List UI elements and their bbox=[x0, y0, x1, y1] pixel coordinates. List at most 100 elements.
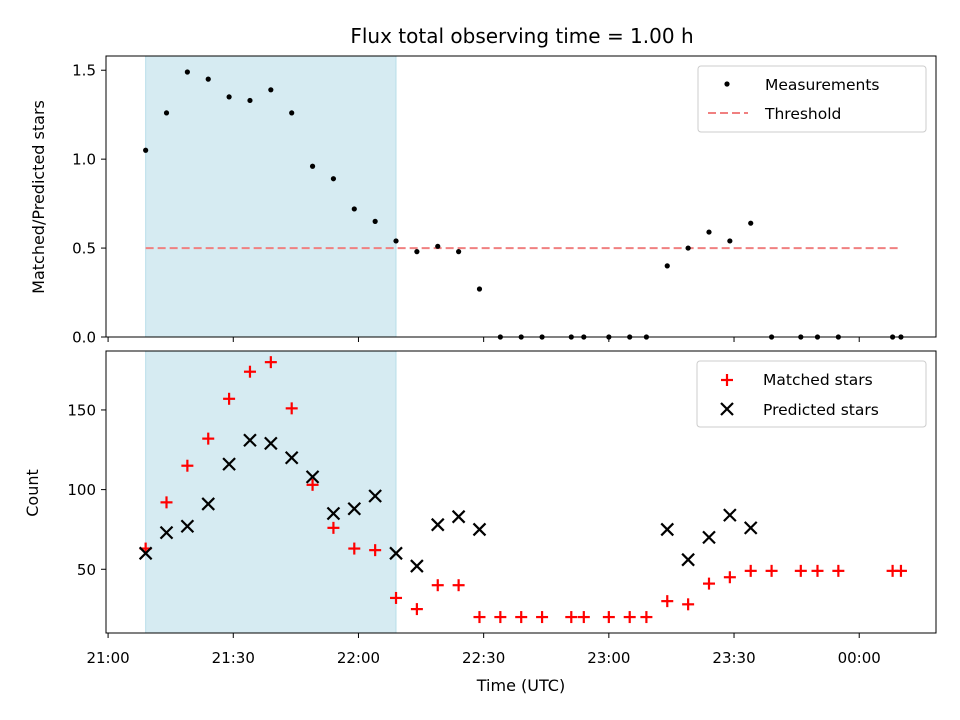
matched-star-point bbox=[702, 577, 715, 590]
measurement-point bbox=[456, 249, 462, 255]
bottom-xtick-label: 23:30 bbox=[712, 649, 755, 667]
matched-star-point bbox=[181, 459, 194, 472]
matched-star-point bbox=[264, 356, 277, 369]
bottom-ytick-label: 100 bbox=[67, 481, 96, 499]
measurement-point bbox=[414, 249, 420, 255]
legend-predicted-label: Predicted stars bbox=[763, 401, 879, 419]
predicted-star-point bbox=[159, 525, 174, 540]
predicted-star-point bbox=[472, 522, 487, 537]
matched-star-point bbox=[306, 478, 319, 491]
top-axes: 0.0 0.5 1.0 1.5 Matched/Predicted stars Mea… bbox=[29, 55, 937, 347]
matched-star-point bbox=[661, 595, 674, 608]
top-axes-frame bbox=[105, 55, 937, 338]
predicted-star-point bbox=[305, 470, 320, 484]
matched-star-point bbox=[723, 571, 736, 584]
measurement-point bbox=[664, 263, 670, 269]
predicted-star-point bbox=[180, 519, 195, 534]
measurement-point bbox=[351, 206, 357, 212]
matched-star-point bbox=[223, 392, 236, 405]
measurement-point bbox=[435, 243, 441, 249]
matched-star-point bbox=[744, 564, 757, 577]
top-ytick-label: 1.0 bbox=[72, 151, 96, 169]
predicted-star-point bbox=[284, 450, 299, 465]
bottom-xtick-label: 00:00 bbox=[838, 649, 881, 667]
matched-star-point bbox=[202, 432, 215, 445]
top-highlight-span bbox=[145, 55, 397, 338]
matched-star-point bbox=[431, 579, 444, 592]
measurement-point bbox=[393, 238, 399, 244]
matched-star-point bbox=[832, 564, 845, 577]
legend-matched-label: Matched stars bbox=[763, 371, 873, 389]
bottom-xtick-label: 21:30 bbox=[212, 649, 255, 667]
matched-star-point bbox=[369, 544, 382, 557]
matched-star-point bbox=[602, 611, 615, 624]
measurement-point bbox=[685, 245, 691, 251]
measurement-point bbox=[226, 94, 232, 100]
top-legend: Measurements Threshold bbox=[697, 65, 927, 133]
top-ytick-label: 1.5 bbox=[72, 62, 96, 80]
predicted-star-point bbox=[243, 433, 257, 447]
matched-star-point bbox=[536, 611, 549, 624]
measurement-point bbox=[372, 218, 378, 224]
top-chart-title: Flux total observing time = 1.00 h bbox=[350, 24, 693, 48]
predicted-star-point bbox=[201, 497, 216, 511]
top-legend-frame bbox=[697, 65, 927, 133]
legend-matched-marker bbox=[721, 374, 733, 386]
matched-star-point bbox=[285, 402, 298, 415]
measurement-point bbox=[163, 110, 170, 116]
predicted-star-point bbox=[451, 509, 466, 524]
legend-predicted-marker bbox=[720, 402, 734, 416]
measurement-point bbox=[184, 69, 190, 75]
matched-star-point bbox=[243, 365, 256, 378]
matched-star-point bbox=[494, 611, 507, 624]
bottom-xtick-label: 22:30 bbox=[462, 649, 505, 667]
matched-star-point bbox=[515, 611, 528, 624]
matched-star-point bbox=[623, 611, 636, 624]
measurement-point bbox=[205, 76, 211, 82]
matched-star-point bbox=[327, 521, 340, 534]
predicted-star-point bbox=[681, 552, 695, 567]
predicted-star-point bbox=[743, 521, 758, 535]
bottom-legend: Matched stars Predicted stars bbox=[696, 360, 927, 428]
top-ytick-label: 0.5 bbox=[72, 240, 96, 258]
legend-threshold-label: Threshold bbox=[764, 105, 841, 123]
measurement-point bbox=[476, 286, 483, 292]
matched-star-point bbox=[811, 564, 824, 577]
measurement-point bbox=[268, 87, 274, 93]
bottom-ytick-label: 150 bbox=[67, 401, 96, 419]
predicted-star-point bbox=[326, 506, 341, 521]
bottom-ylabel: Count bbox=[23, 469, 42, 517]
bottom-xtick-label: 23:00 bbox=[587, 649, 630, 667]
measurement-point bbox=[309, 163, 316, 169]
measurement-point bbox=[143, 147, 149, 153]
matched-star-point bbox=[577, 611, 590, 624]
predicted-star-point bbox=[264, 436, 278, 451]
predicted-star-point bbox=[660, 522, 675, 537]
matched-star-point bbox=[452, 579, 465, 592]
predicted-star-point bbox=[430, 517, 445, 532]
bottom-xtick-label: 21:00 bbox=[86, 649, 129, 667]
top-ytick-label: 0.0 bbox=[72, 329, 96, 347]
legend-measurements-marker bbox=[724, 81, 730, 87]
bottom-xtick-label: 22:00 bbox=[337, 649, 380, 667]
predicted-star-point bbox=[347, 501, 362, 516]
matched-star-point bbox=[160, 496, 173, 509]
matched-star-point bbox=[640, 611, 653, 624]
matched-star-point bbox=[390, 591, 403, 604]
measurement-point bbox=[727, 238, 733, 244]
measurement-point bbox=[247, 97, 253, 104]
matched-star-point bbox=[794, 564, 807, 577]
matched-star-point bbox=[894, 564, 907, 577]
matched-star-point bbox=[565, 611, 578, 624]
matched-star-point bbox=[348, 542, 361, 555]
predicted-star-point bbox=[222, 457, 236, 471]
bottom-axes: 50 100 150 21:00 21:30 22:00 22:30 23:00 23:30 00… bbox=[23, 350, 937, 695]
measurement-point bbox=[330, 176, 337, 182]
predicted-star-point bbox=[368, 489, 382, 503]
matched-star-point bbox=[765, 564, 778, 577]
bottom-legend-frame bbox=[696, 360, 927, 428]
bottom-xlabel: Time (UTC) bbox=[476, 676, 565, 695]
bottom-highlight-span bbox=[145, 350, 397, 634]
predicted-star-point bbox=[723, 508, 737, 522]
